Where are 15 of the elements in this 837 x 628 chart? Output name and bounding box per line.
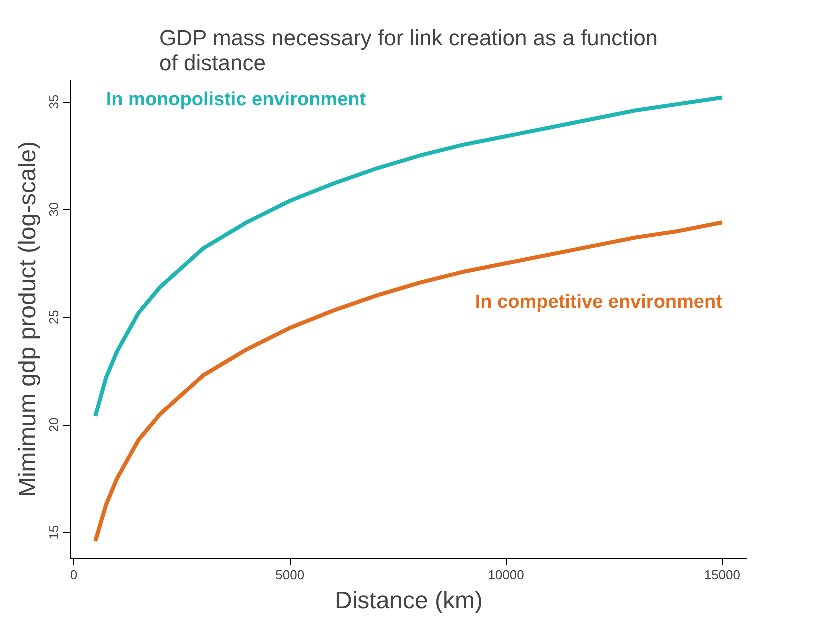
y-tick-label: 15	[46, 525, 62, 540]
x-axis-title: Distance (km)	[334, 588, 484, 614]
x-tick-label: 15000	[704, 568, 741, 582]
x-tick-label: 5000	[276, 568, 305, 582]
y-tick-label: 35	[46, 94, 62, 110]
y-tick-label: 25	[46, 310, 62, 325]
y-axis-title: Mimimum gdp product (log-scale)	[14, 141, 42, 498]
x-tick-label: 10000	[488, 568, 524, 582]
text: In monopolistic environment	[106, 90, 367, 111]
series-label: In competitive environment	[475, 292, 724, 314]
chart-title: GDP mass necessary for link creation as a function of distance	[160, 26, 658, 76]
x-tick-label: 0	[70, 568, 78, 582]
line-series	[94, 220, 724, 544]
y-tick-label: 20	[46, 418, 62, 432]
y-tick-label: 30	[46, 202, 62, 217]
